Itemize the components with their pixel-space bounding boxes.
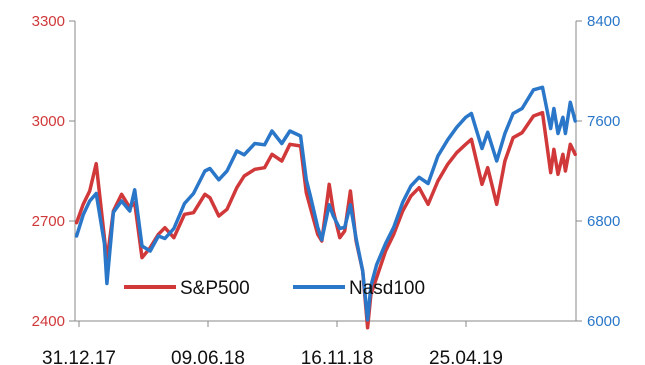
right-tick-label: 7600: [587, 113, 620, 130]
x-tick-label: 31.12.17: [42, 348, 116, 365]
axes: 2400 2700 3000 3300 6000 6800 7600 8400 31.12.17…: [32, 13, 621, 365]
right-tick-label: 8400: [587, 13, 620, 30]
left-tick-label: 2700: [32, 213, 65, 230]
right-tick-label: 6000: [587, 313, 620, 330]
right-tick-label: 6800: [587, 213, 620, 230]
left-tick-label: 3300: [32, 13, 65, 30]
series-line-nasd100: [74, 85, 577, 322]
x-tick-label: 09.06.18: [171, 348, 245, 365]
x-tick-label: 16.11.18: [301, 348, 374, 365]
left-tick-label: 2400: [32, 313, 65, 330]
x-tick-label: 25.04.19: [429, 348, 503, 365]
legend-label: S&P500: [180, 278, 250, 299]
left-tick-label: 3000: [32, 113, 65, 130]
series-lines: [74, 85, 577, 330]
legend: S&P500 Nasd100: [124, 278, 425, 299]
legend-label: Nasd100: [349, 278, 425, 299]
